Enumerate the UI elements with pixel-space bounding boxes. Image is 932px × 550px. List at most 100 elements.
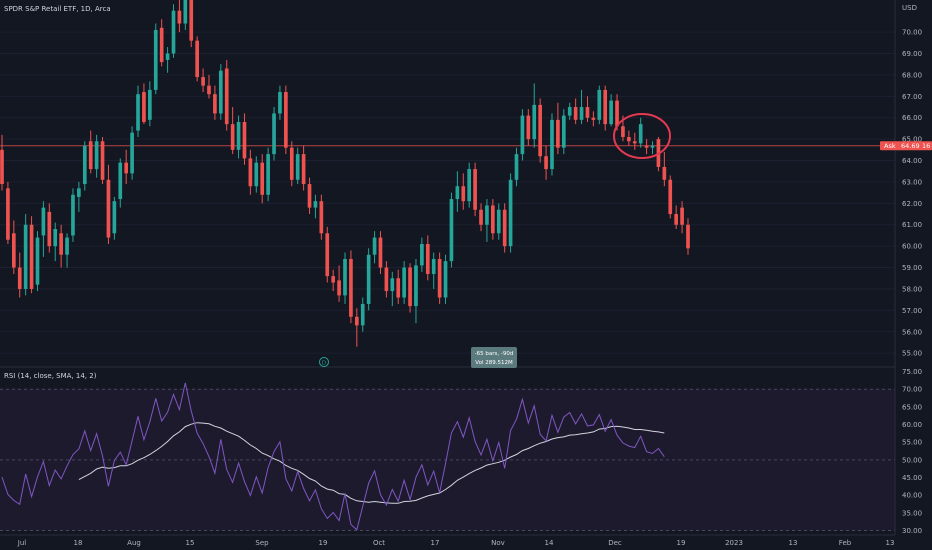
candle-body bbox=[272, 113, 276, 155]
candle-body bbox=[254, 162, 259, 187]
candle-body bbox=[425, 244, 430, 274]
candle-body bbox=[6, 188, 10, 240]
candle-body bbox=[29, 224, 34, 289]
event-letter: D bbox=[322, 361, 326, 367]
candle-body bbox=[177, 10, 182, 24]
price-pane[interactable] bbox=[0, 0, 895, 354]
symbol-title[interactable]: SPDR S&P Retail ETF, 1D, Arca bbox=[4, 5, 111, 13]
measure-tooltip: -65 bars, -90d Vol 289.512M bbox=[471, 347, 517, 368]
candle-body bbox=[23, 224, 28, 289]
price-axis[interactable] bbox=[895, 0, 932, 550]
candle-body bbox=[159, 27, 164, 63]
candle-body bbox=[224, 68, 229, 125]
candle-body bbox=[183, 0, 188, 24]
candle-body bbox=[65, 237, 69, 255]
price-marker-label: Ask bbox=[884, 142, 896, 150]
candle-body bbox=[514, 154, 519, 180]
time-tick-label: Jul bbox=[17, 539, 27, 547]
candle-body bbox=[467, 169, 472, 202]
candle-body bbox=[230, 124, 235, 150]
candle-body bbox=[496, 209, 501, 234]
price-tick-label: 63.00 bbox=[902, 178, 922, 186]
candle-body bbox=[284, 92, 288, 148]
candle-body bbox=[520, 115, 525, 155]
time-axis[interactable]: Jul 18 Aug 15 Sep 19 Oct 17 Nov 14 Dec 19 2023 13 Feb 1… bbox=[17, 539, 895, 547]
candle-body bbox=[53, 229, 58, 247]
candle-body bbox=[236, 122, 241, 150]
candle-body bbox=[431, 258, 436, 274]
candle-body bbox=[621, 126, 625, 137]
price-tick-label: 65.00 bbox=[902, 136, 922, 144]
candle-body bbox=[88, 141, 93, 170]
rsi-tick-label: 75.00 bbox=[902, 368, 922, 376]
candle-body bbox=[242, 122, 247, 159]
rsi-tick-label: 45.00 bbox=[902, 474, 922, 482]
candle-body bbox=[662, 166, 667, 180]
candle-body bbox=[313, 201, 318, 208]
tooltip-line1: -65 bars, -90d bbox=[475, 351, 514, 357]
candle-body bbox=[17, 267, 22, 289]
candle-body bbox=[106, 179, 111, 238]
price-grid bbox=[0, 31, 895, 354]
tooltip-box bbox=[471, 347, 517, 368]
candle-body bbox=[278, 92, 282, 114]
time-tick-label: 13 bbox=[789, 539, 798, 547]
candle-body bbox=[360, 303, 365, 326]
candle-body bbox=[307, 184, 312, 208]
candle-body bbox=[526, 115, 531, 140]
candle-body bbox=[325, 233, 330, 277]
dividend-event-marker[interactable]: D bbox=[319, 357, 329, 367]
candle-body bbox=[508, 179, 513, 247]
candle-body bbox=[544, 156, 548, 170]
candle-body bbox=[349, 258, 353, 317]
price-tick-label: 57.00 bbox=[902, 307, 922, 315]
candle-body bbox=[479, 209, 483, 225]
candle-body bbox=[0, 149, 4, 185]
rsi-pane[interactable] bbox=[0, 382, 895, 531]
rsi-tick-label: 70.00 bbox=[902, 386, 922, 394]
candle-body bbox=[130, 132, 134, 174]
candle-body bbox=[41, 207, 46, 236]
rsi-tick-label: 40.00 bbox=[902, 492, 922, 500]
price-tick-label: 62.00 bbox=[902, 200, 922, 208]
price-marker-suffix: 16 bbox=[922, 142, 930, 150]
candle-body bbox=[443, 261, 448, 298]
candle-body bbox=[591, 117, 596, 120]
candle-body bbox=[668, 179, 673, 215]
candle-body bbox=[136, 94, 140, 131]
candle-body bbox=[674, 214, 679, 225]
candle-body bbox=[201, 77, 205, 86]
price-tick-label: 55.00 bbox=[902, 350, 922, 358]
candle-body bbox=[579, 107, 584, 120]
price-tick-label: 59.00 bbox=[902, 264, 922, 272]
price-marker-value: 64.69 bbox=[901, 142, 920, 150]
candle-body bbox=[550, 119, 554, 170]
candle-body bbox=[118, 162, 123, 200]
candle-body bbox=[449, 199, 454, 262]
candle-body bbox=[538, 104, 542, 157]
candle-body bbox=[11, 233, 16, 268]
price-tick-label: 68.00 bbox=[902, 71, 922, 79]
candle-body bbox=[171, 10, 176, 54]
time-tick-label: Oct bbox=[373, 539, 385, 547]
candle-body bbox=[609, 100, 613, 125]
candle-body bbox=[165, 53, 170, 60]
candle-body bbox=[189, 0, 194, 41]
candle-body bbox=[567, 107, 572, 116]
candle-body bbox=[100, 141, 105, 180]
candle-body bbox=[366, 254, 371, 304]
candle-body bbox=[437, 258, 442, 298]
candle-body bbox=[556, 119, 560, 148]
candle-body bbox=[142, 92, 146, 122]
candle-body bbox=[390, 278, 395, 292]
candle-body bbox=[632, 141, 637, 144]
price-axis-ticks: 55.00 56.00 57.00 58.00 59.00 60.00 61.00 62.00… bbox=[902, 29, 922, 358]
rsi-legend[interactable]: RSI (14, close, SMA, 14, 2) bbox=[4, 372, 97, 380]
candle-body bbox=[650, 145, 655, 148]
time-tick-label: 15 bbox=[186, 539, 195, 547]
candle-body bbox=[59, 233, 63, 255]
candle-body bbox=[82, 145, 87, 185]
time-tick-label: Aug bbox=[127, 539, 141, 547]
candle-body bbox=[47, 211, 52, 247]
time-tick-label: 17 bbox=[431, 539, 440, 547]
